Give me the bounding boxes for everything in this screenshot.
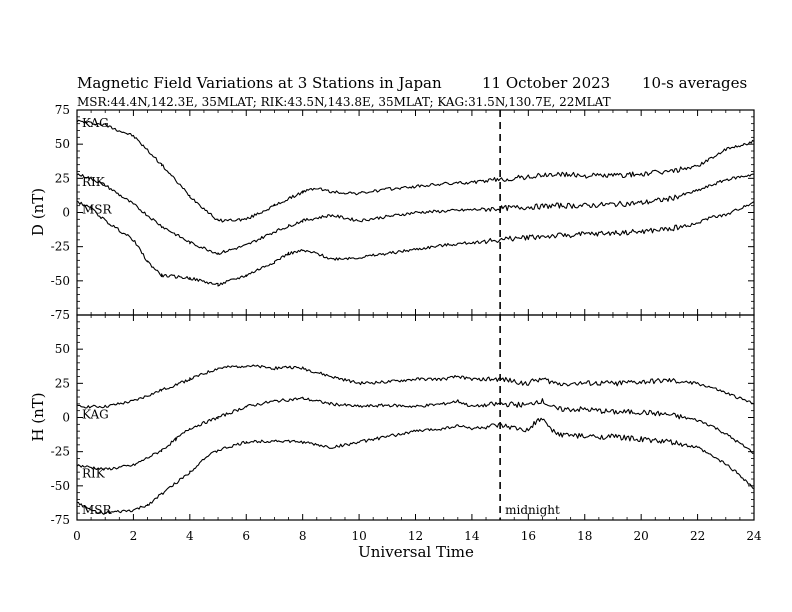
series-label-msr: MSR — [82, 203, 113, 217]
y-tick-label: -25 — [51, 240, 70, 254]
x-tick-label: 0 — [73, 529, 81, 543]
x-tick-label: 24 — [746, 529, 762, 543]
x-tick-label: 6 — [242, 529, 250, 543]
series-label-rik: RIK — [82, 175, 106, 189]
y-tick-label: 0 — [62, 206, 70, 220]
x-tick-label: 22 — [690, 529, 705, 543]
annotations: midnight — [499, 110, 560, 520]
series-line-msr — [76, 200, 755, 287]
series-line-rik — [76, 396, 755, 471]
series-label-msr: MSR — [82, 503, 113, 517]
top-panel-frame — [76, 109, 755, 316]
chart-date: 11 October 2023 — [482, 74, 610, 92]
top-y-ticks: 75 50 25 0 -25 -50 -75 — [51, 103, 755, 322]
chart-averaging: 10-s averages — [642, 74, 747, 92]
y-tick-label: -75 — [51, 308, 70, 322]
bottom-panel-frame — [76, 314, 755, 521]
x-tick-label: 2 — [130, 529, 138, 543]
x-tick-label: 12 — [408, 529, 423, 543]
midnight-label: midnight — [505, 503, 560, 517]
y-tick-label: 50 — [55, 137, 70, 151]
series-line-rik — [76, 173, 754, 255]
top-ylabel: D (nT) — [29, 188, 47, 236]
series-line-kag — [76, 119, 755, 223]
bottom-ylabel: H (nT) — [29, 392, 47, 441]
chart-title: Magnetic Field Variations at 3 Stations … — [77, 74, 442, 92]
y-tick-label: -50 — [51, 274, 70, 288]
y-tick-label: 50 — [55, 342, 70, 356]
series-label-rik: RIK — [82, 466, 106, 480]
x-ticks: 0 2 4 6 8 10 12 14 16 18 20 22 24 — [73, 529, 762, 543]
x-tick-label: 18 — [577, 529, 592, 543]
y-tick-label: -50 — [51, 479, 70, 493]
x-tick-label: 16 — [521, 529, 536, 543]
x-tick-label: 10 — [351, 529, 366, 543]
x-tick-label: 20 — [634, 529, 649, 543]
y-tick-label: 25 — [55, 171, 70, 185]
bottom-y-ticks: 50 25 0 -25 -50 -75 — [51, 315, 755, 527]
bottom-series: KAG RIK MSR — [76, 364, 755, 517]
series-label-kag: KAG — [82, 408, 109, 422]
x-tick-label: 4 — [186, 529, 194, 543]
series-label-kag: KAG — [82, 116, 109, 130]
series-line-msr — [76, 417, 755, 515]
xlabel: Universal Time — [358, 543, 474, 561]
x-tick-label: 14 — [464, 529, 480, 543]
x-tick-label: 8 — [299, 529, 307, 543]
y-tick-label: 25 — [55, 376, 70, 390]
series-line-kag — [76, 364, 755, 409]
y-tick-label: -25 — [51, 445, 70, 459]
y-tick-label: 75 — [55, 103, 70, 117]
top-series: KAG RIK MSR — [76, 116, 755, 287]
y-tick-label: 0 — [62, 411, 70, 425]
y-tick-label: -75 — [51, 513, 70, 527]
stations-line: MSR:44.4N,142.3E, 35MLAT; RIK:43.5N,143.… — [77, 95, 611, 109]
